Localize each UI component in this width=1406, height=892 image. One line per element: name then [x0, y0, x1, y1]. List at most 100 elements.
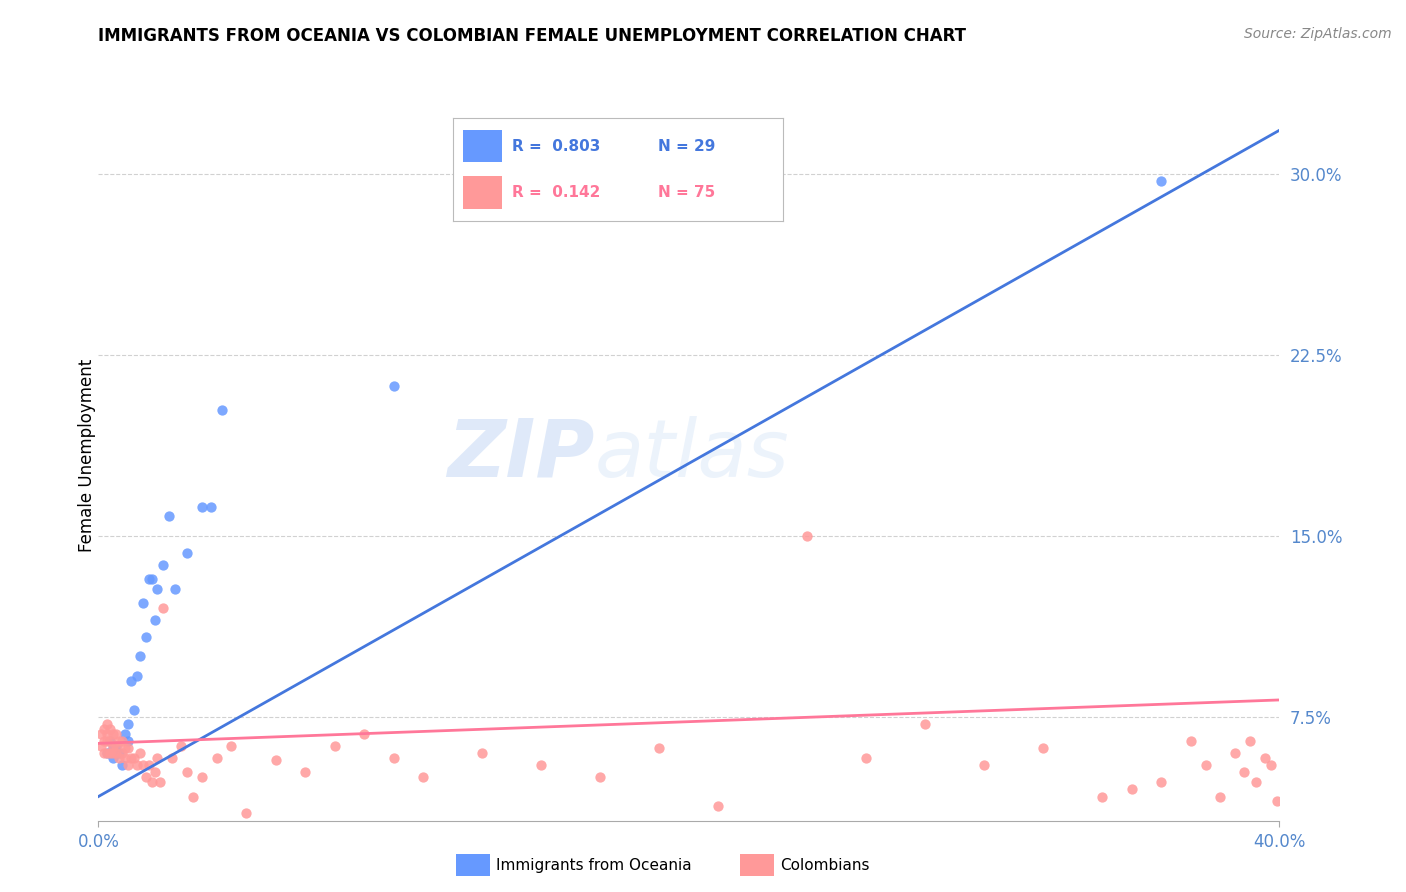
Point [90, 727, 112, 741]
Point [191, 500, 214, 514]
Point [138, 572, 160, 586]
Text: Colombians: Colombians [780, 858, 870, 872]
Bar [463, 129, 502, 162]
Point [589, 770, 612, 784]
Point [471, 746, 494, 760]
Point [143, 765, 166, 780]
Point [1195, 758, 1218, 772]
Text: ZIP: ZIP [447, 416, 595, 494]
Point [1239, 734, 1261, 748]
Point [146, 751, 169, 765]
Point [111, 746, 134, 760]
Point [132, 596, 155, 610]
Point [93, 746, 115, 760]
Point [152, 558, 174, 572]
Point [135, 770, 157, 784]
Point [1150, 775, 1173, 789]
Point [191, 770, 214, 784]
Point [149, 775, 172, 789]
Bar [456, 855, 489, 876]
Point [117, 734, 139, 748]
Point [103, 746, 125, 760]
Point [108, 734, 131, 748]
Text: IMMIGRANTS FROM OCEANIA VS COLOMBIAN FEMALE UNEMPLOYMENT CORRELATION CHART: IMMIGRANTS FROM OCEANIA VS COLOMBIAN FEM… [98, 27, 966, 45]
Point [108, 746, 131, 760]
Point [157, 509, 180, 524]
Point [114, 751, 136, 765]
Text: Immigrants from Oceania: Immigrants from Oceania [496, 858, 692, 872]
Point [1223, 746, 1246, 760]
Point [141, 775, 163, 789]
Point [382, 379, 405, 393]
Point [323, 739, 346, 753]
Point [138, 758, 160, 772]
Text: atlas: atlas [595, 416, 789, 494]
Point [382, 751, 405, 765]
Point [103, 727, 125, 741]
Y-axis label: Female Unemployment: Female Unemployment [79, 359, 96, 551]
Point [125, 669, 148, 683]
Point [120, 673, 142, 688]
Point [1121, 782, 1143, 797]
Point [141, 572, 163, 586]
Point [132, 758, 155, 772]
Point [125, 758, 148, 772]
Point [1150, 174, 1173, 188]
Point [93, 722, 115, 736]
Point [108, 751, 131, 765]
Bar [463, 176, 502, 209]
Point [855, 751, 877, 765]
Point [1032, 741, 1054, 756]
Point [93, 734, 115, 748]
Point [1244, 775, 1267, 789]
Point [1233, 765, 1256, 780]
Text: R =  0.142: R = 0.142 [512, 185, 600, 200]
Point [162, 751, 183, 765]
Point [170, 739, 193, 753]
Point [105, 727, 128, 741]
Point [98, 734, 121, 748]
Point [96, 727, 118, 741]
Point [117, 717, 139, 731]
Point [235, 806, 257, 821]
Point [146, 582, 169, 596]
Point [1265, 794, 1288, 808]
Point [200, 500, 222, 514]
Point [914, 717, 936, 731]
Point [294, 765, 316, 780]
Point [98, 722, 121, 736]
Point [122, 703, 145, 717]
Point [96, 746, 118, 760]
Point [105, 746, 128, 760]
Point [103, 751, 125, 765]
Point [176, 546, 198, 560]
Point [96, 734, 118, 748]
Point [353, 727, 375, 741]
Point [412, 770, 434, 784]
Point [90, 739, 112, 753]
Point [105, 739, 128, 753]
Bar [740, 855, 775, 876]
Point [114, 727, 136, 741]
Point [98, 746, 121, 760]
Point [181, 789, 204, 804]
Point [211, 403, 233, 417]
Point [648, 741, 671, 756]
Text: Source: ZipAtlas.com: Source: ZipAtlas.com [1244, 27, 1392, 41]
Point [176, 765, 198, 780]
Point [143, 613, 166, 627]
Point [120, 751, 142, 765]
Text: N = 75: N = 75 [658, 185, 716, 200]
Point [1209, 789, 1232, 804]
Point [96, 746, 118, 760]
Point [707, 799, 730, 814]
Point [796, 529, 818, 543]
Point [973, 758, 995, 772]
Point [103, 739, 125, 753]
Point [111, 734, 134, 748]
Point [117, 741, 139, 756]
Point [530, 758, 553, 772]
Text: R =  0.803: R = 0.803 [512, 138, 600, 153]
Point [114, 741, 136, 756]
Text: N = 29: N = 29 [658, 138, 716, 153]
